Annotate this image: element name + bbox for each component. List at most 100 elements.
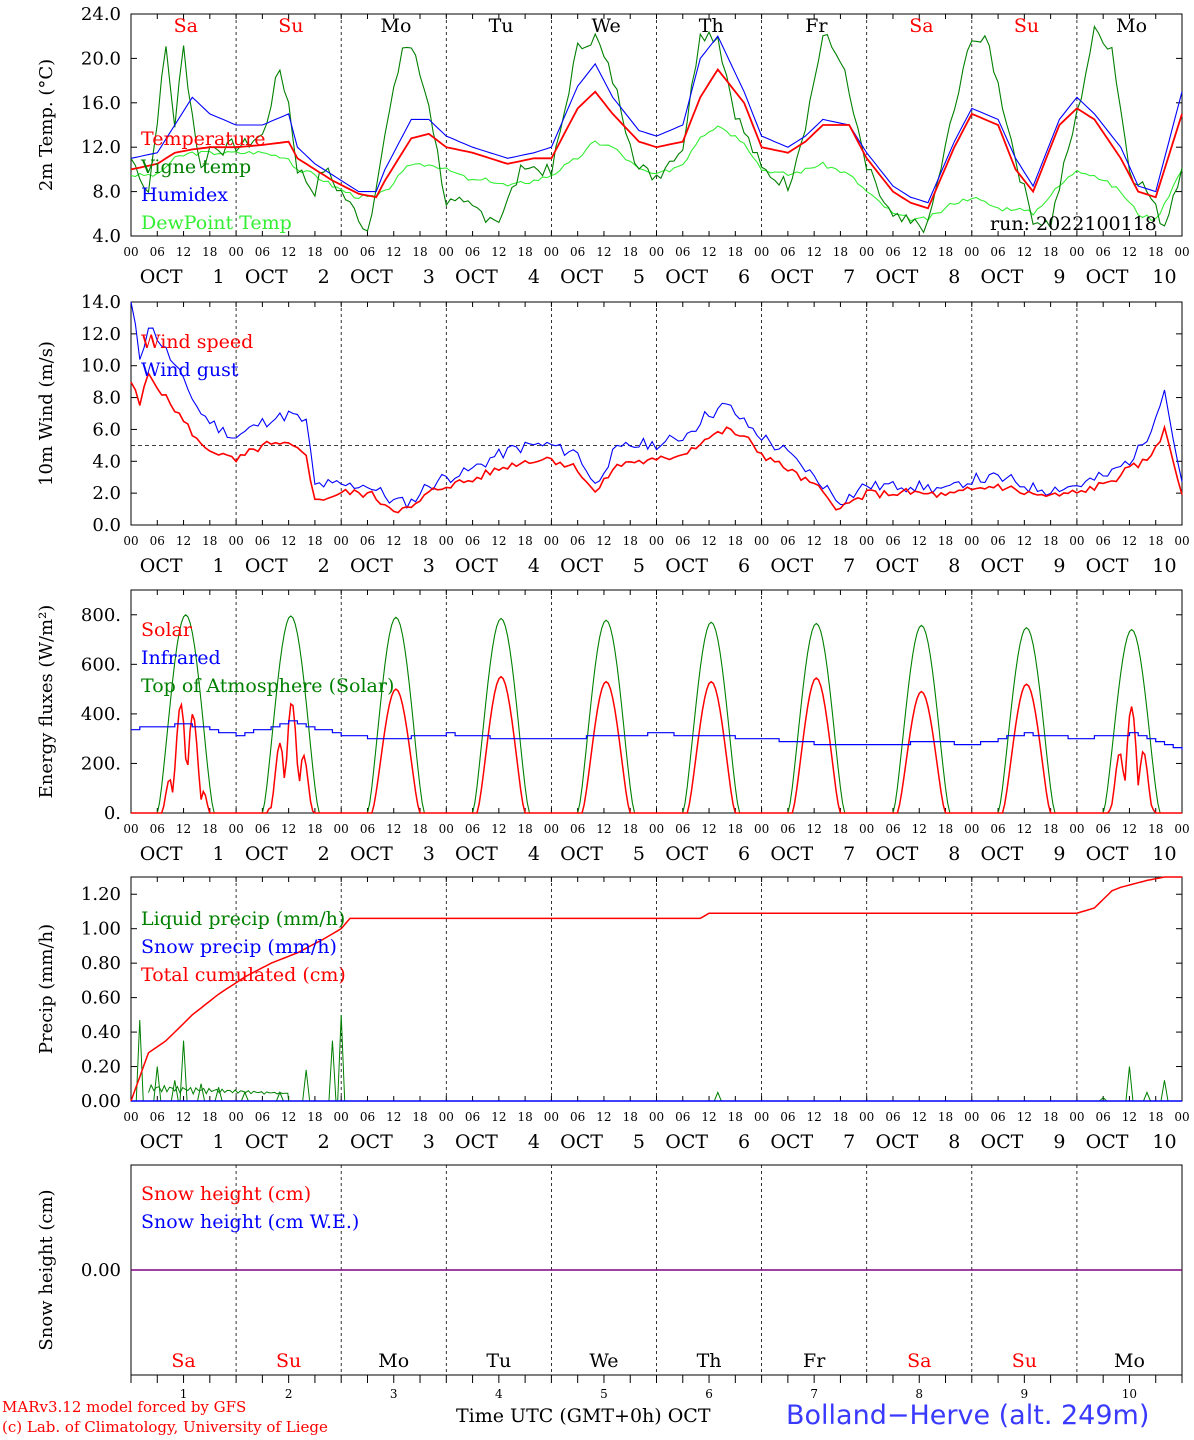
series-temperature — [130, 67, 1183, 210]
hour-tick-label: 12 — [386, 534, 401, 548]
hour-tick-label: 12 — [807, 245, 822, 259]
hour-tick-label: 00 — [334, 534, 349, 548]
date-label: 9 — [1053, 843, 1065, 865]
hour-tick-label: 18 — [1043, 1110, 1058, 1124]
hour-tick-label: 12 — [807, 822, 822, 836]
legend-humidex: Humidex — [141, 184, 228, 206]
hour-tick-label: 12 — [912, 1110, 927, 1124]
hour-tick-label: 18 — [1148, 1110, 1163, 1124]
time-axis-label: Time UTC (GMT+0h) OCT — [456, 1405, 711, 1427]
month-label: OCT — [770, 266, 813, 288]
date-label: 8 — [948, 555, 960, 577]
day-of-week-label: Mo — [380, 15, 411, 37]
hour-tick-label: 06 — [1096, 822, 1111, 836]
month-label: OCT — [350, 1131, 393, 1153]
hour-tick-label: 00 — [1174, 534, 1189, 548]
month-label: OCT — [560, 266, 603, 288]
date-label: 8 — [948, 843, 960, 865]
hour-tick-label: 06 — [255, 1110, 270, 1124]
hour-tick-label: 18 — [833, 245, 848, 259]
hour-tick-label: 00 — [1069, 822, 1084, 836]
precip-spike — [179, 1040, 188, 1102]
hour-tick-label: 12 — [596, 822, 611, 836]
precip-spike — [153, 1066, 162, 1102]
hour-tick-label: 12 — [912, 822, 927, 836]
date-label: 1 — [180, 1387, 188, 1401]
hour-tick-label: 18 — [1148, 822, 1163, 836]
precip-spike — [1160, 1080, 1169, 1102]
date-label: 10 — [1152, 555, 1176, 577]
hour-tick-label: 00 — [1174, 1110, 1189, 1124]
hour-tick-label: 18 — [202, 822, 217, 836]
hour-tick-label: 06 — [780, 822, 795, 836]
hour-tick-label: 18 — [412, 1110, 427, 1124]
month-label: OCT — [350, 555, 393, 577]
date-label: 5 — [633, 843, 645, 865]
hour-tick-label: 00 — [123, 1110, 138, 1124]
date-label: 10 — [1152, 843, 1176, 865]
hour-tick-label: 06 — [1096, 534, 1111, 548]
month-label: OCT — [140, 843, 183, 865]
date-label: 3 — [423, 555, 435, 577]
hour-tick-label: 12 — [912, 245, 927, 259]
date-label: 2 — [318, 266, 330, 288]
legend-total-cumulated-cm: Total cumulated (cm) — [141, 964, 346, 986]
hour-tick-label: 18 — [517, 245, 532, 259]
hour-tick-label: 00 — [964, 245, 979, 259]
hour-tick-label: 12 — [491, 534, 506, 548]
hour-tick-label: 12 — [386, 822, 401, 836]
hour-tick-label: 12 — [281, 245, 296, 259]
month-label: OCT — [560, 555, 603, 577]
hour-tick-label: 18 — [1148, 534, 1163, 548]
date-label: 7 — [843, 266, 855, 288]
y-tick-label: 1.20 — [81, 884, 121, 905]
legend-wind-speed: Wind speed — [141, 331, 253, 353]
y-tick-label: 4.0 — [92, 226, 121, 247]
date-label: 7 — [843, 843, 855, 865]
hour-tick-label: 06 — [465, 822, 480, 836]
month-label: OCT — [665, 1131, 708, 1153]
legend-vigne-temp: Vigne temp — [140, 156, 251, 178]
precip-spike — [1125, 1066, 1134, 1102]
date-label: 4 — [528, 555, 540, 577]
hour-tick-label: 12 — [491, 822, 506, 836]
hour-tick-label: 00 — [754, 1110, 769, 1124]
hour-tick-label: 18 — [307, 1110, 322, 1124]
date-label: 2 — [318, 555, 330, 577]
hour-tick-label: 18 — [833, 1110, 848, 1124]
series-total-cumulated — [130, 876, 1182, 1102]
date-label: 3 — [390, 1387, 398, 1401]
series-wind-gust — [130, 301, 1183, 510]
hour-tick-label: 00 — [859, 534, 874, 548]
hour-tick-label: 12 — [596, 1110, 611, 1124]
y-tick-label: 0.00 — [81, 1260, 121, 1281]
month-label: OCT — [455, 555, 498, 577]
hour-tick-label: 18 — [833, 534, 848, 548]
hour-tick-label: 18 — [938, 534, 953, 548]
hour-tick-label: 06 — [885, 534, 900, 548]
hour-tick-label: 06 — [1096, 245, 1111, 259]
month-label: OCT — [1086, 266, 1129, 288]
hour-tick-label: 12 — [807, 534, 822, 548]
date-label: 8 — [948, 266, 960, 288]
hour-tick-label: 18 — [623, 534, 638, 548]
hour-tick-label: 06 — [570, 245, 585, 259]
precip-spike — [240, 1091, 249, 1102]
precip-spike — [1143, 1091, 1151, 1102]
hour-tick-label: 00 — [1069, 245, 1084, 259]
day-of-week-label: Sa — [909, 15, 933, 37]
run-annotation: run: 2022100118 — [990, 213, 1157, 235]
date-label: 3 — [423, 1131, 435, 1153]
hour-tick-label: 18 — [1148, 245, 1163, 259]
month-label: OCT — [875, 266, 918, 288]
date-label: 1 — [213, 1131, 225, 1153]
day-of-week-label: Th — [697, 1350, 722, 1372]
y-tick-label: 12.0 — [81, 137, 121, 158]
precip-spike — [1099, 1096, 1108, 1102]
hour-tick-label: 12 — [176, 822, 191, 836]
hour-tick-label: 00 — [859, 245, 874, 259]
hour-tick-label: 12 — [176, 534, 191, 548]
hour-tick-label: 00 — [228, 245, 243, 259]
hour-tick-label: 00 — [544, 534, 559, 548]
hour-tick-label: 00 — [123, 245, 138, 259]
